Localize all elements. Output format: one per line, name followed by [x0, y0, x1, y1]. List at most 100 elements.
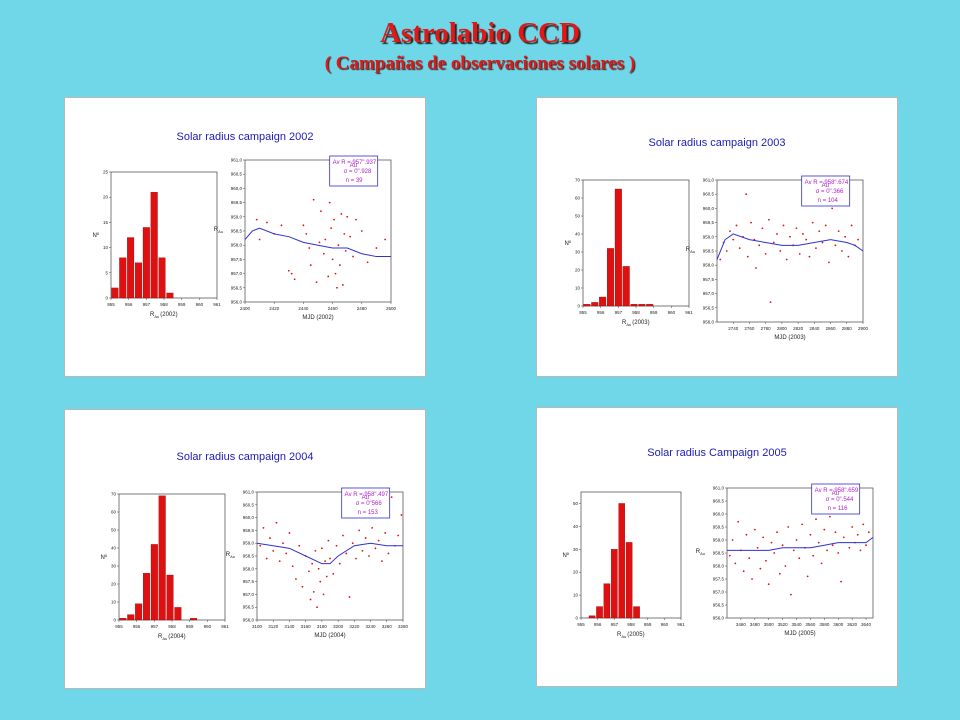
scatter-point — [255, 218, 258, 221]
scatter-point — [824, 224, 827, 227]
histogram-xtick-label: 956 — [125, 302, 133, 307]
scatter-point — [309, 598, 312, 601]
scatter-ylabel-sub: Au — [230, 554, 235, 559]
histogram-xlabel-year: (2003) — [632, 320, 649, 326]
histogram-ytick-label: 5 — [105, 270, 108, 275]
campaign-panel-2003: Solar radius campaign 2003 0 10 20 30 40 50 60 7… — [537, 98, 897, 376]
scatter-ytick-label: 960,0 — [703, 206, 715, 211]
histogram-xtick-label: 960 — [204, 624, 212, 629]
histogram-xtick-label: 955 — [107, 302, 115, 307]
scatter-ytick-label: 958,5 — [231, 229, 243, 234]
histogram-xtick-label: 958 — [632, 310, 640, 315]
scatter-ytick-label: 958,0 — [713, 564, 725, 569]
scatter-point — [339, 264, 341, 266]
scatter-point — [834, 531, 837, 534]
histogram-xtick-label: 957 — [143, 302, 151, 307]
scatter-xtick-label: 3100 — [252, 624, 263, 629]
scatter-ytick-label: 956,5 — [713, 603, 725, 608]
histogram-ytick-label: 30 — [573, 547, 579, 552]
scatter-ylabel-symbol: R — [696, 549, 701, 555]
scatter-ytick-label: 959,0 — [703, 234, 715, 239]
scatter-point — [831, 207, 834, 210]
scatter-point — [325, 575, 328, 578]
scatter-point — [815, 518, 817, 521]
histogram-ylabel: Nº — [562, 552, 569, 559]
scatter-xtick-label: 3640 — [861, 622, 872, 627]
scatter-point — [850, 224, 853, 227]
histogram-ytick-label: 70 — [111, 492, 117, 497]
scatter-point — [288, 532, 291, 534]
scatter-point — [759, 567, 762, 570]
scatter-xtick-label: 3580 — [819, 622, 830, 627]
scatter-point — [266, 221, 268, 224]
scatter-point — [729, 230, 731, 233]
histogram-xlabel-symbol: R — [150, 312, 155, 318]
scatter-point — [318, 241, 321, 244]
panel-title: Solar radius campaign 2002 — [177, 131, 314, 143]
stats-n: n = 39 — [346, 178, 364, 184]
histogram-xtick-label: 956 — [594, 622, 602, 627]
campaign-panel-2005: Solar radius Campaign 2005 0 10 20 30 40 50 955… — [537, 408, 897, 686]
histogram-xlabel-sub: Au — [154, 314, 159, 319]
histogram-ytick-label: 10 — [573, 593, 579, 598]
smoothed-fit-line — [727, 536, 874, 551]
scatter-xtick-label: 2480 — [357, 306, 368, 311]
stats-sigma: σ = 0"566 — [356, 501, 383, 507]
scatter-point — [364, 537, 367, 539]
scatter-ytick-label: 958,5 — [713, 551, 725, 556]
campaign-panel-2004: Solar radius campaign 2004 0 10 20 30 40 50 60 7… — [65, 410, 425, 688]
scatter-ylabel-symbol: R — [226, 552, 231, 558]
scatter-xtick-label: 3600 — [833, 622, 844, 627]
scatter-point — [842, 536, 845, 539]
scatter-ytick-label: 960,5 — [243, 502, 255, 507]
scatter-point — [779, 250, 782, 252]
scatter-ytick-label: 960,5 — [703, 192, 715, 197]
histogram-bar — [158, 257, 166, 299]
scatter-point — [330, 227, 333, 230]
scatter-point — [333, 218, 335, 221]
scatter-point — [322, 252, 325, 255]
histogram-ytick-label: 20 — [573, 570, 579, 575]
histogram-xtick-label: 959 — [186, 624, 194, 629]
histogram-ylabel: Nº — [92, 232, 99, 239]
scatter-point — [371, 526, 374, 529]
scatter-point — [737, 520, 740, 523]
histogram-bar — [166, 292, 174, 299]
histogram-bar — [174, 607, 182, 621]
scatter-ytick-label: 956,5 — [703, 305, 715, 310]
scatter-point — [801, 523, 803, 526]
scatter-xtick-label: 2400 — [240, 306, 251, 311]
scatter-ytick-label: 957,5 — [231, 257, 243, 262]
scatter-xlabel: MJD (2004) — [314, 633, 345, 639]
scatter-point — [795, 539, 798, 541]
campaign-chart-2002: Solar radius campaign 2002 0 5 10 15 20 25 955 9… — [92, 131, 396, 321]
slide-subtitle: ( Campañas de observaciones solares ) — [324, 53, 636, 74]
scatter-point — [328, 201, 331, 204]
scatter-point — [728, 554, 731, 557]
scatter-point — [750, 221, 752, 224]
scatter-point — [798, 252, 801, 255]
scatter-point — [784, 565, 787, 567]
scatter-xtick-label: 2760 — [744, 326, 755, 331]
scatter-point — [324, 238, 327, 241]
scatter-ytick-label: 958,5 — [703, 249, 715, 254]
scatter-point — [285, 552, 288, 555]
histogram-bar — [150, 544, 158, 621]
scatter-xtick-label: 3540 — [792, 622, 803, 627]
stats-mean-sub: Au — [350, 163, 357, 169]
scatter-point — [387, 552, 390, 555]
scatter-point — [770, 541, 773, 544]
scatter-point — [785, 258, 788, 261]
scatter-point — [821, 241, 824, 244]
histogram-ytick-label: 10 — [111, 600, 117, 605]
histogram-ytick-label: 10 — [575, 286, 581, 291]
scatter-xtick-label: 3200 — [333, 624, 344, 629]
histogram-bar — [142, 227, 150, 299]
scatter-point — [867, 531, 870, 534]
scatter-point — [327, 275, 330, 278]
panel-title: Solar radius campaign 2003 — [649, 137, 786, 149]
scatter-point — [308, 247, 311, 249]
histogram-ytick-label: 50 — [575, 214, 581, 219]
